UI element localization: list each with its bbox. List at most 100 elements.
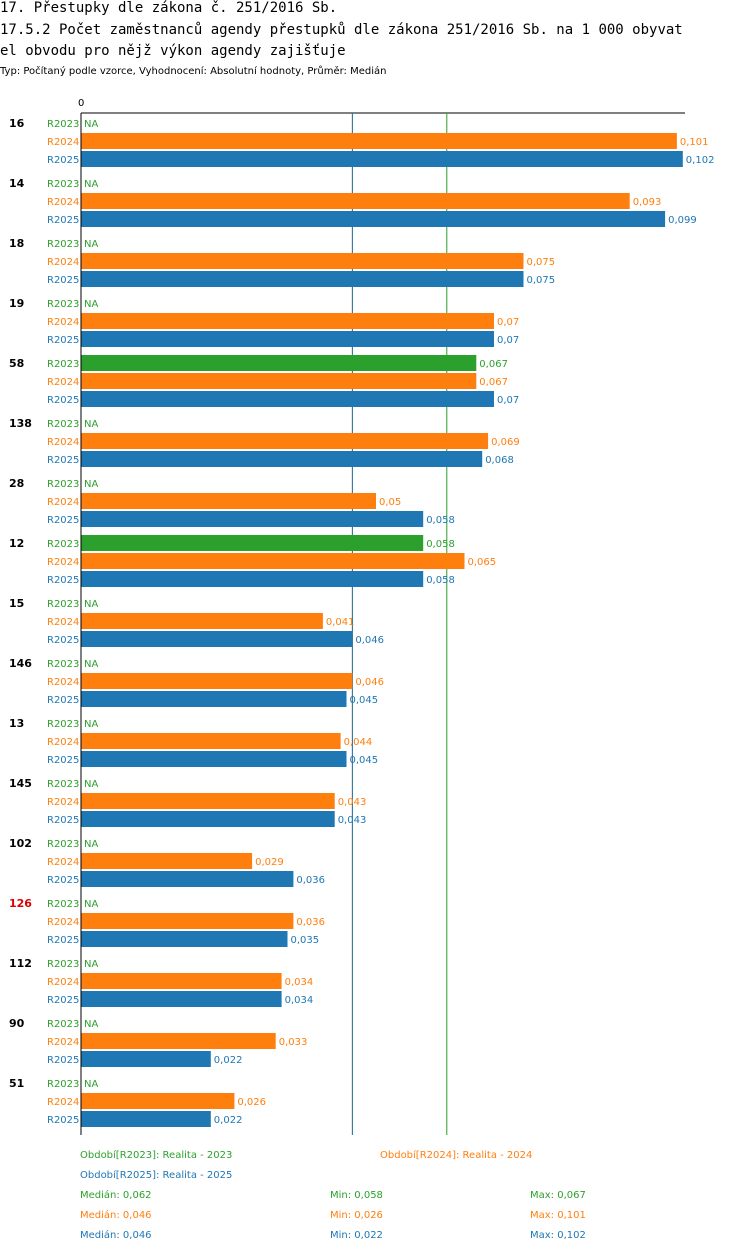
category-label: 145	[9, 777, 32, 790]
bar-r2025	[81, 931, 288, 947]
na-label: NA	[84, 599, 98, 610]
legend-max-r2025: Max: 0,102	[530, 1230, 586, 1241]
data-label: 0,075	[527, 257, 556, 268]
na-label: NA	[84, 1019, 98, 1030]
bar-r2025	[81, 271, 524, 287]
bar-r2024	[81, 733, 341, 749]
na-label: NA	[84, 779, 98, 790]
data-label: 0,067	[479, 377, 508, 388]
data-label: 0,065	[468, 557, 497, 568]
data-label: 0,07	[497, 335, 519, 346]
series-row-label: R2023	[47, 1019, 79, 1030]
category-label: 18	[9, 237, 24, 250]
bar-r2024	[81, 973, 282, 989]
bar-r2024	[81, 373, 477, 389]
series-row-label: R2023	[47, 299, 79, 310]
bar-r2025	[81, 631, 353, 647]
series-row-label: R2025	[47, 635, 79, 646]
category-label: 14	[9, 177, 25, 190]
bar-r2025	[81, 211, 666, 227]
na-label: NA	[84, 179, 98, 190]
series-row-label: R2023	[47, 419, 79, 430]
series-row-label: R2023	[47, 479, 79, 490]
series-row-label: R2024	[47, 1037, 79, 1048]
data-label: 0,093	[633, 197, 662, 208]
bar-chart: 0 16 R2023 NA R2024 0,101 R2025 0,102 14 R2023 NA R…	[9, 98, 714, 1135]
category-label: 28	[9, 477, 24, 490]
series-row-label: R2025	[47, 455, 79, 466]
series-row-label: R2025	[47, 335, 79, 346]
legend-period-r2023: Období[R2023]: Realita - 2023	[80, 1150, 233, 1161]
bar-r2023	[81, 355, 477, 371]
na-label: NA	[84, 1079, 98, 1090]
bar-r2025	[81, 1051, 211, 1067]
legend-min-r2023: Min: 0,058	[330, 1190, 383, 1201]
series-row-label: R2025	[47, 755, 79, 766]
category-label: 90	[9, 1017, 25, 1030]
data-label: 0,034	[285, 995, 314, 1006]
series-row-label: R2025	[47, 935, 79, 946]
series-row-label: R2024	[47, 617, 79, 628]
data-label: 0,029	[255, 857, 284, 868]
series-row-label: R2025	[47, 695, 79, 706]
chart-title: 17. Přestupky dle zákona č. 251/2016 Sb.	[0, 0, 338, 16]
chart-subtitle-line-1: 17.5.2 Počet zaměstnanců agendy přestupk…	[0, 22, 683, 38]
category-label: 15	[9, 597, 24, 610]
bar-r2025	[81, 391, 494, 407]
na-label: NA	[84, 419, 98, 430]
bar-r2025	[81, 871, 294, 887]
bar-r2024	[81, 253, 524, 269]
bar-r2025	[81, 571, 424, 587]
bar-r2024	[81, 1033, 276, 1049]
series-row-label: R2023	[47, 359, 79, 370]
series-row-label: R2025	[47, 875, 79, 886]
bar-r2025	[81, 811, 335, 827]
series-row-label: R2025	[47, 215, 79, 226]
category-label: 13	[9, 717, 24, 730]
series-row-label: R2025	[47, 155, 79, 166]
chart-type-description: Typ: Počítaný podle vzorce, Vyhodnocení:…	[0, 66, 387, 77]
series-row-label: R2024	[47, 557, 79, 568]
series-row-label: R2024	[47, 137, 79, 148]
series-row-label: R2024	[47, 737, 79, 748]
data-label: 0,068	[485, 455, 514, 466]
legend-max-r2024: Max: 0,101	[530, 1210, 586, 1221]
series-row-label: R2025	[47, 575, 79, 586]
category-label: 12	[9, 537, 24, 550]
na-label: NA	[84, 899, 98, 910]
bar-r2024	[81, 493, 376, 509]
legend-max-r2023: Max: 0,067	[530, 1190, 586, 1201]
data-label: 0,026	[237, 1097, 266, 1108]
series-row-label: R2025	[47, 275, 79, 286]
series-row-label: R2025	[47, 515, 79, 526]
legend-median-r2023: Medián: 0,062	[80, 1190, 152, 1201]
bar-r2023	[81, 535, 424, 551]
data-label: 0,069	[491, 437, 520, 448]
legend-min-r2025: Min: 0,022	[330, 1230, 383, 1241]
data-label: 0,041	[326, 617, 355, 628]
na-label: NA	[84, 119, 98, 130]
legend-median-r2025: Medián: 0,046	[80, 1230, 152, 1241]
legend-period-r2024: Období[R2024]: Realita - 2024	[380, 1150, 533, 1161]
series-row-label: R2025	[47, 815, 79, 826]
series-row-label: R2023	[47, 119, 79, 130]
series-row-label: R2024	[47, 677, 79, 688]
bar-r2024	[81, 133, 677, 149]
bar-r2025	[81, 691, 347, 707]
data-label: 0,101	[680, 137, 709, 148]
category-label: 102	[9, 837, 32, 850]
series-row-label: R2025	[47, 395, 79, 406]
na-label: NA	[84, 299, 98, 310]
na-label: NA	[84, 959, 98, 970]
chart-subtitle-line-2: el obvodu pro nějž výkon agendy zajišťuj…	[0, 43, 346, 59]
category-label: 112	[9, 957, 32, 970]
na-label: NA	[84, 479, 98, 490]
data-label: 0,035	[291, 935, 320, 946]
data-label: 0,099	[668, 215, 697, 226]
bar-r2024	[81, 613, 323, 629]
series-row-label: R2024	[47, 497, 79, 508]
category-label: 138	[9, 417, 32, 430]
series-row-label: R2023	[47, 719, 79, 730]
bar-r2024	[81, 853, 253, 869]
bar-r2024	[81, 673, 353, 689]
